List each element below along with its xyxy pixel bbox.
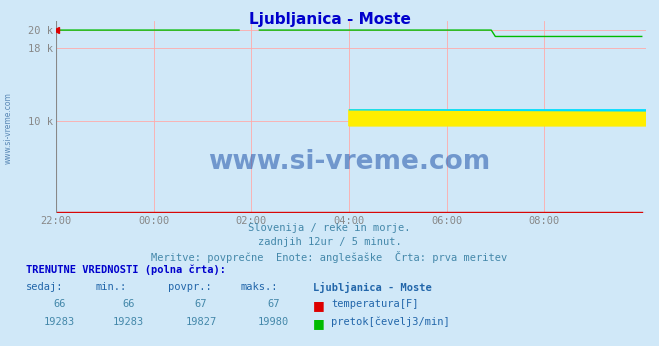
Text: min.:: min.: (96, 282, 127, 292)
Polygon shape (349, 110, 659, 126)
Text: zadnjih 12ur / 5 minut.: zadnjih 12ur / 5 minut. (258, 237, 401, 247)
Text: www.si-vreme.com: www.si-vreme.com (4, 92, 13, 164)
Text: www.si-vreme.com: www.si-vreme.com (208, 149, 490, 175)
Text: Ljubljanica - Moste: Ljubljanica - Moste (248, 12, 411, 27)
Text: povpr.:: povpr.: (168, 282, 212, 292)
Text: 19283: 19283 (113, 317, 144, 327)
Text: sedaj:: sedaj: (26, 282, 64, 292)
Text: 19283: 19283 (43, 317, 75, 327)
Polygon shape (349, 110, 659, 126)
Text: pretok[čevelj3/min]: pretok[čevelj3/min] (331, 317, 450, 327)
Text: ■: ■ (313, 299, 325, 312)
Text: temperatura[F]: temperatura[F] (331, 299, 419, 309)
Text: TRENUTNE VREDNOSTI (polna črta):: TRENUTNE VREDNOSTI (polna črta): (26, 265, 226, 275)
Text: 66: 66 (53, 299, 65, 309)
Text: Slovenija / reke in morje.: Slovenija / reke in morje. (248, 223, 411, 233)
Text: Meritve: povprečne  Enote: anglešaške  Črta: prva meritev: Meritve: povprečne Enote: anglešaške Črt… (152, 251, 507, 263)
Text: 67: 67 (195, 299, 207, 309)
Text: ■: ■ (313, 317, 325, 330)
Text: 66: 66 (123, 299, 134, 309)
Text: 19980: 19980 (258, 317, 289, 327)
Text: maks.:: maks.: (241, 282, 278, 292)
Text: 67: 67 (268, 299, 279, 309)
Text: 19827: 19827 (185, 317, 217, 327)
Text: Ljubljanica - Moste: Ljubljanica - Moste (313, 282, 432, 293)
